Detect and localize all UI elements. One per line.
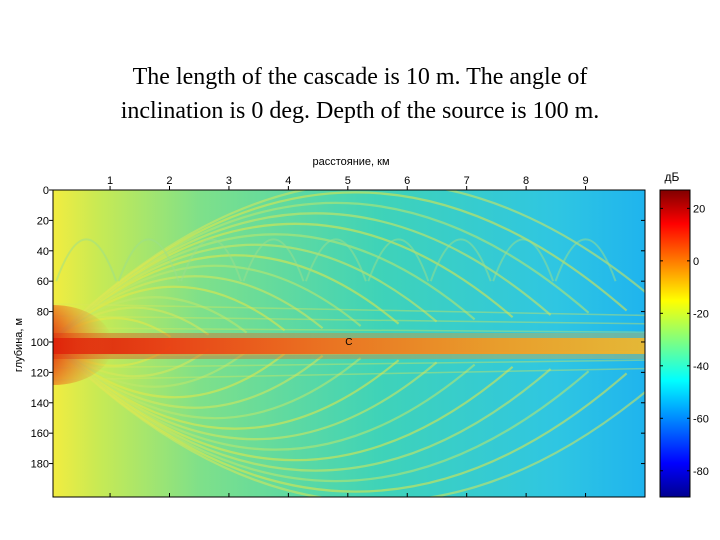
colorbar-tick-label-2: -20	[693, 308, 709, 320]
y-tick-label-100: 100	[31, 337, 49, 349]
source-spot	[53, 305, 113, 385]
beam-core	[53, 338, 645, 354]
x-axis-label: расстояние, км	[312, 156, 389, 168]
scallop-5	[367, 238, 430, 282]
x-tick-label-8: 8	[523, 175, 529, 187]
heatmap-field	[53, 190, 645, 497]
x-tick-label-6: 6	[404, 175, 410, 187]
scallop-6	[429, 238, 492, 282]
colorbar-tick-label-3: -40	[693, 361, 709, 373]
colorbar-tick-label-4: -60	[693, 413, 709, 425]
colorbar-tick-label-5: -80	[693, 466, 709, 478]
scallop-0	[55, 238, 118, 282]
y-tick-label-0: 0	[43, 185, 49, 197]
y-tick-label-160: 160	[31, 428, 49, 440]
scallop-8	[554, 238, 617, 282]
x-tick-label-1: 1	[107, 175, 113, 187]
colorbar-tick-label-0: 20	[693, 203, 705, 215]
title-line-1: The length of the cascade is 10 m. The a…	[132, 64, 588, 90]
y-axis-label: глубина, м	[13, 318, 25, 372]
y-tick-label-20: 20	[37, 215, 49, 227]
x-tick-label-7: 7	[464, 175, 470, 187]
side-band-up-2	[53, 303, 645, 317]
x-tick-label-5: 5	[345, 175, 351, 187]
x-tick-label-2: 2	[166, 175, 172, 187]
colorbar-label: дБ	[665, 170, 680, 184]
y-tick-label-80: 80	[37, 307, 49, 319]
colorbar	[659, 189, 691, 498]
colorbar-axis: 20 0 -20 -40 -60 -80	[660, 203, 709, 478]
x-tick-label-9: 9	[582, 175, 588, 187]
y-tick-label-140: 140	[31, 398, 49, 410]
y-tick-label-180: 180	[31, 459, 49, 471]
y-tick-label-40: 40	[37, 246, 49, 258]
plot-frame	[52, 189, 646, 498]
slide-title: The length of the cascade is 10 m. The a…	[0, 60, 720, 128]
scallop-4	[304, 238, 367, 282]
scallop-3	[242, 238, 305, 282]
side-band-low-2	[53, 367, 645, 381]
y-axis: 0 20 40 60 80 100 120 140 160 180	[31, 185, 645, 471]
scallop-1	[117, 238, 180, 282]
title-line-2: inclination is 0 deg. Depth of the sourc…	[120, 98, 600, 124]
marker-label: C	[345, 337, 352, 348]
colorbar-tick-label-1: 0	[693, 256, 699, 268]
x-tick-label-4: 4	[285, 175, 291, 187]
ray-arc-27	[53, 342, 645, 497]
scallop-7	[492, 238, 555, 282]
x-axis: 1 2 3 4 5 6 7 8 9	[107, 175, 589, 497]
side-band-up-0	[53, 327, 645, 333]
y-tick-label-120: 120	[31, 367, 49, 379]
scallop-2	[180, 238, 243, 282]
side-band-low-1	[53, 359, 645, 369]
y-tick-label-60: 60	[37, 276, 49, 288]
side-band-up-1	[53, 315, 645, 325]
x-tick-label-3: 3	[226, 175, 232, 187]
